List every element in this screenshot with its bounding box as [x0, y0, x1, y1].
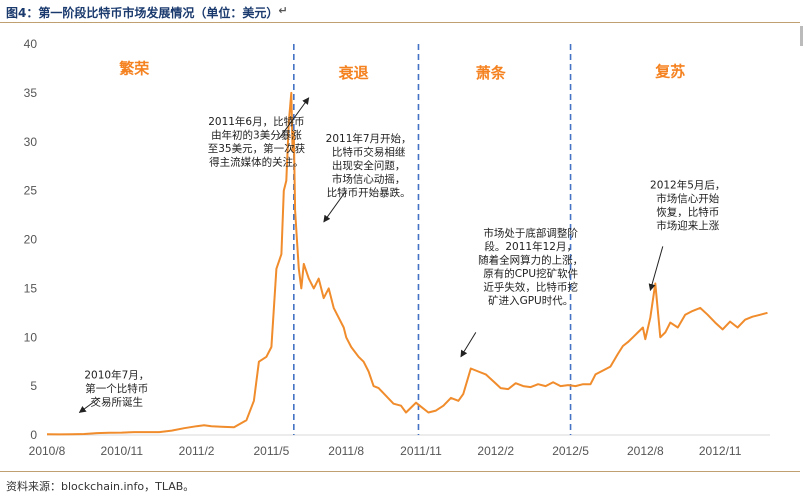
x-tick-label: 2012/11 [699, 444, 742, 458]
annotation-text-line: 出现安全问题， [332, 159, 406, 172]
phase-label: 萧条 [476, 64, 507, 82]
annotation-text-line: 矿进入GPU时代。 [488, 294, 573, 307]
annotation-text-line: 2012年5月后， [650, 179, 725, 192]
title-rule [0, 22, 800, 23]
annotation-text-line: 段。2011年12月， [484, 240, 577, 253]
annotation-text-line: 原有的CPU挖矿软件 [483, 267, 578, 280]
annotation-text-line: 随着全网算力的上涨， [478, 254, 583, 267]
x-tick-label: 2010/8 [29, 444, 66, 458]
annotation-text-line: 2011年7月开始， [326, 132, 412, 145]
y-tick-label: 35 [24, 86, 38, 100]
annotation-arrow [323, 190, 347, 223]
x-tick-label: 2011/2 [179, 444, 215, 458]
annotation-arrow [648, 246, 664, 292]
y-tick-label: 30 [24, 135, 38, 149]
y-tick-label: 20 [24, 233, 38, 247]
annotation-arrow [278, 97, 310, 140]
y-tick-label: 25 [24, 184, 38, 198]
annotation-text-line: 交易所诞生 [91, 395, 144, 408]
annotation-text-line: 第一个比特币 [85, 382, 148, 395]
annotation-text-line: 近乎失效，比特币挖 [483, 281, 578, 294]
annotation-text-line: 恢复，比特币 [656, 206, 719, 219]
x-tick-label: 2012/5 [552, 444, 589, 458]
x-tick-label: 2011/5 [253, 444, 289, 458]
annotation-text-line: 2010年7月， [84, 368, 149, 381]
annotation-text-line: 至35美元，第一次获 [208, 142, 305, 155]
annotation-text-line: 比特币交易相继 [332, 145, 406, 158]
annotation-text-line: 市场迎来上涨 [656, 219, 719, 232]
annotation-text-line: 市场信心开始 [656, 192, 719, 205]
x-tick-label: 2012/8 [627, 444, 664, 458]
annotation-arrow [78, 397, 100, 413]
annotation-text-line: 市场处于底部调整阶 [483, 227, 578, 240]
x-tick-label: 2011/8 [328, 444, 364, 458]
y-tick-label: 10 [24, 330, 38, 344]
x-tick-label: 2011/11 [400, 444, 442, 458]
price-series-line [46, 91, 768, 436]
phase-label: 复苏 [654, 62, 685, 80]
scroll-edge [800, 26, 803, 46]
y-tick-label: 15 [24, 281, 38, 295]
annotation-arrow [460, 332, 477, 358]
x-tick-label: 2010/11 [101, 444, 144, 458]
annotation-text-line: 比特币开始暴跌。 [327, 186, 411, 199]
y-tick-label: 40 [24, 37, 38, 51]
phase-label: 繁荣 [118, 59, 150, 77]
paragraph-mark: ↵ [278, 4, 288, 17]
y-tick-label: 5 [30, 379, 37, 393]
phase-label: 衰退 [338, 64, 369, 82]
source-rule [0, 471, 800, 472]
annotation-text-line: 市场信心动摇， [332, 172, 406, 185]
annotation-text-line: 由年初的3美分暴涨 [211, 129, 302, 142]
y-tick-label: 0 [30, 428, 37, 442]
x-tick-label: 2012/2 [477, 444, 514, 458]
source-note: 资料来源：blockchain.info，TLAB。 [6, 480, 195, 493]
figure-title: 图4：第一阶段比特币市场发展情况（单位：美元） ↵ [6, 4, 288, 20]
annotation-text-line: 2011年6月，比特币 [208, 115, 304, 128]
annotation-text-line: 得主流媒体的关注。 [209, 156, 304, 169]
annotation: 市场处于底部调整阶段。2011年12月，随着全网算力的上涨，原有的CPU挖矿软件… [460, 227, 583, 358]
